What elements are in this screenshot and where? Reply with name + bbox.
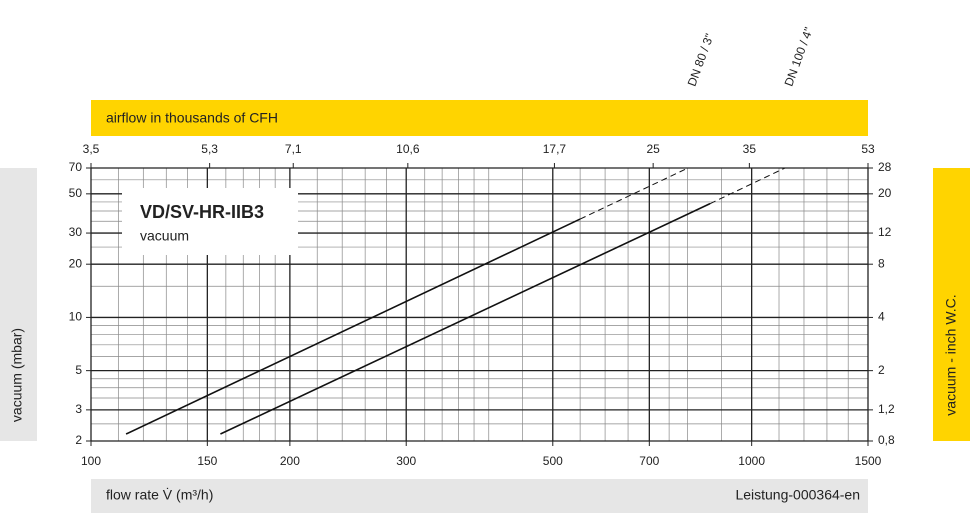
y2-tick-label: 8 (878, 256, 885, 270)
x-tick-label: 700 (639, 454, 659, 468)
y2-tick-label: 28 (878, 160, 892, 174)
x2-tick-label: 17,7 (543, 142, 567, 156)
x-tick-label: 1000 (738, 454, 765, 468)
top-axis-banner (91, 100, 868, 136)
y-tick-label: 3 (75, 402, 82, 416)
x-tick-label: 100 (81, 454, 101, 468)
x2-tick-label: 3,5 (83, 142, 100, 156)
y-axis-banner (0, 168, 37, 441)
x2-tick-label: 7,1 (285, 142, 302, 156)
series-label: DN 100 / 4" (782, 25, 816, 88)
y-axis-label: vacuum (mbar) (9, 328, 25, 422)
top-axis-label: airflow in thousands of CFH (106, 110, 278, 126)
x2-tick-label: 35 (743, 142, 757, 156)
x-tick-label: 1500 (855, 454, 882, 468)
line (125, 218, 581, 435)
y-tick-label: 70 (69, 160, 83, 174)
plot-frame (90, 167, 869, 442)
x-tick-label: 200 (280, 454, 300, 468)
x2-tick-label: 53 (861, 142, 875, 156)
line (220, 202, 711, 435)
y-tick-label: 20 (69, 256, 83, 270)
footer: Leistung-000364-en (735, 487, 860, 503)
y-tick-label: 5 (75, 363, 82, 377)
y2-axis-label: vacuum - inch W.C. (943, 294, 959, 415)
y2-tick-label: 20 (878, 186, 892, 200)
y-tick-label: 50 (69, 186, 83, 200)
x-tick-label: 300 (396, 454, 416, 468)
x2-tick-label: 5,3 (201, 142, 218, 156)
y2-tick-label: 12 (878, 225, 892, 239)
x-axis-label: flow rate V̇ (m³/h) (106, 487, 213, 503)
series-label: DN 80 / 3" (685, 32, 717, 88)
y2-tick-label: 4 (878, 310, 885, 324)
y2-tick-label: 1,2 (878, 402, 895, 416)
x-axis-banner (91, 479, 868, 513)
legend-subtitle: vacuum (140, 228, 189, 244)
y2-axis-banner (933, 168, 970, 441)
y-tick-label: 30 (69, 225, 83, 239)
y2-tick-label: 2 (878, 363, 885, 377)
x-tick-label: 150 (197, 454, 217, 468)
y-tick-label: 10 (69, 310, 83, 324)
line-extrapolated (709, 167, 786, 205)
legend-title: VD/SV-HR-IIB3 (140, 202, 264, 222)
y-tick-label: 2 (75, 433, 82, 447)
x-tick-label: 500 (543, 454, 563, 468)
x2-tick-label: 25 (646, 142, 660, 156)
y2-tick-label: 0,8 (878, 433, 895, 447)
legend-box (122, 188, 298, 255)
x2-tick-label: 10,6 (396, 142, 420, 156)
